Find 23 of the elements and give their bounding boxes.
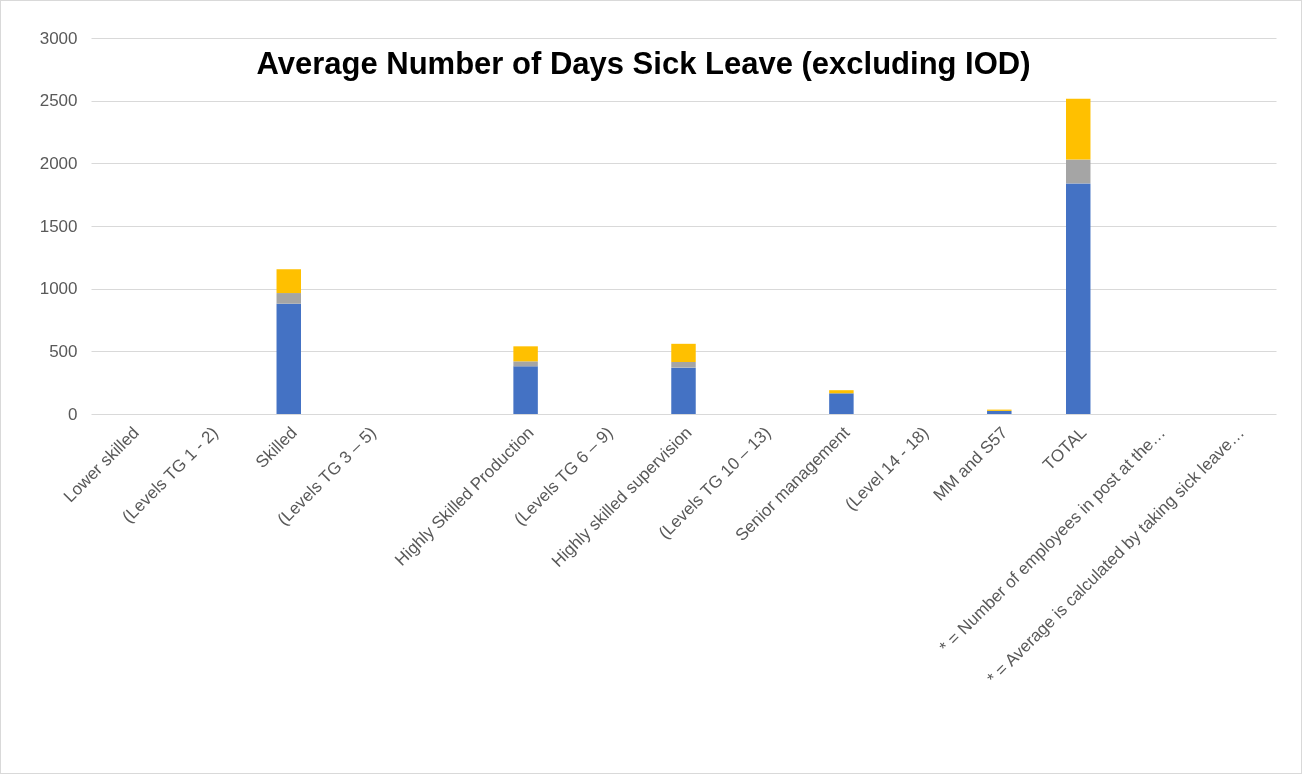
bar — [1066, 159, 1091, 184]
y-tick-label: 2500 — [39, 91, 78, 111]
bar — [276, 269, 301, 294]
bar — [671, 367, 696, 414]
bar — [671, 361, 696, 368]
y-tick-label: 2000 — [39, 153, 78, 173]
chart-title: Average Number of Days Sick Leave (excluding IOD) — [256, 46, 1031, 81]
y-tick-label: 3000 — [39, 28, 78, 48]
y-tick-label: 1000 — [39, 279, 78, 299]
bar — [513, 361, 538, 367]
bar — [671, 343, 696, 362]
bar — [276, 303, 301, 414]
y-tick-label: 500 — [49, 341, 78, 361]
y-tick-label: 0 — [68, 404, 78, 424]
bar — [276, 293, 301, 304]
bar — [829, 393, 854, 414]
bar — [1066, 98, 1091, 160]
bar — [513, 366, 538, 414]
x-tick-label: MM and S57 — [929, 423, 1012, 505]
y-tick-label: 1500 — [39, 216, 78, 236]
bar — [513, 346, 538, 362]
bar — [829, 390, 854, 394]
bar — [1066, 183, 1091, 414]
